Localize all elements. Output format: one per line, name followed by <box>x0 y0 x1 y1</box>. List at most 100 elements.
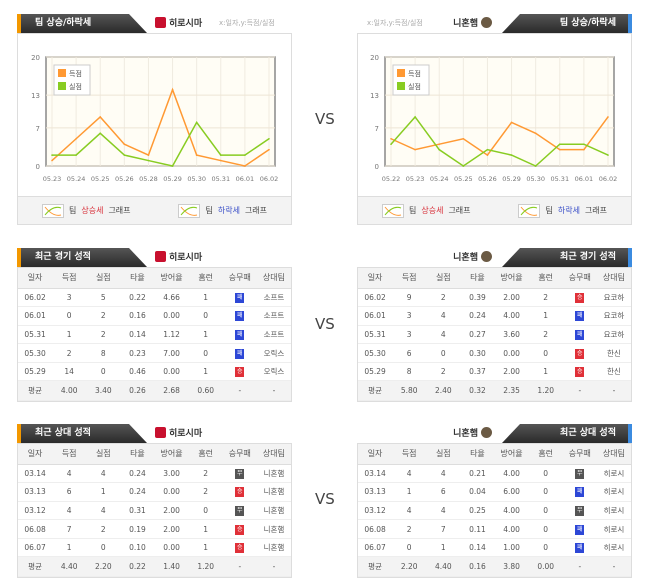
section-tab: 최근 경기 성적 <box>17 248 147 267</box>
cell: 오릭스 <box>256 343 291 363</box>
section-tab: 최근 경기 성적 <box>502 248 632 267</box>
trend-chart-panel-right: 팀 상승/하락세 니혼햄 x:일자,y:득점/실점 0 7 13 20 05.22 05.23 0… <box>357 14 632 225</box>
stats-table: 일자 득점 실점 타율 방어율 홈런 승무패 상대팀 03.14 4 4 0.21 4.00 0 무 히로시 0… <box>358 444 631 578</box>
cell: 0.24 <box>460 306 495 326</box>
cell: 4 <box>86 501 121 521</box>
data-point <box>99 132 102 135</box>
cell: 0 <box>188 501 223 521</box>
data-point <box>390 137 392 140</box>
average-cell: 0.26 <box>120 380 155 402</box>
axis-hint: x:일자,y:득점/실점 <box>219 19 275 27</box>
data-point <box>607 154 609 156</box>
x-tick-label: 05.30 <box>187 175 206 183</box>
table-row: 06.02 9 2 0.39 2.00 2 승 요코하 <box>358 288 631 308</box>
result-badge: 패 <box>235 348 245 359</box>
data-point <box>510 154 513 156</box>
data-point <box>268 148 270 151</box>
cell: 승 <box>562 288 597 308</box>
y-tick-label: 13 <box>370 92 379 100</box>
cell: 2 <box>392 519 427 539</box>
cell: 0 <box>52 306 87 326</box>
x-tick-label: 05.30 <box>526 175 545 183</box>
label-team: 팀 <box>545 206 553 215</box>
cell: 소프트 <box>256 325 291 345</box>
table-row: 03.14 4 4 0.24 3.00 2 무 니혼햄 <box>18 464 291 484</box>
average-cell: 4.40 <box>52 556 87 578</box>
cell: 2 <box>426 288 461 308</box>
cell: 승 <box>222 482 257 502</box>
cell: 14 <box>52 362 87 382</box>
cell: 1 <box>188 519 223 539</box>
graph-up-button[interactable]: 팀 상승세 그래프 <box>41 203 131 218</box>
cell: 승 <box>222 538 257 558</box>
cell: 2 <box>52 343 87 363</box>
data-point <box>462 165 465 167</box>
cell: 7 <box>52 519 87 539</box>
x-tick-label: 05.31 <box>550 175 569 183</box>
cell: 무 <box>562 464 597 484</box>
cell: 6 <box>392 343 427 363</box>
column-header: 타율 <box>460 268 495 289</box>
section-tab: 최근 상대 성적 <box>502 424 632 443</box>
average-cell: 평균 <box>18 556 53 578</box>
legend-swatch <box>58 82 66 90</box>
y-tick-label: 0 <box>375 163 379 171</box>
team-logo-icon <box>481 427 492 438</box>
cell: 히로시 <box>596 538 631 558</box>
cell: 2 <box>86 306 121 326</box>
column-header: 일자 <box>18 444 53 465</box>
cell: 오릭스 <box>256 362 291 382</box>
label-graph: 그래프 <box>448 206 471 215</box>
team-label: 니혼햄 <box>453 250 492 263</box>
result-badge: 무 <box>575 468 585 479</box>
cell: 니혼햄 <box>256 482 291 502</box>
data-point <box>51 154 53 156</box>
table-row: 03.12 4 4 0.25 4.00 0 무 히로시 <box>358 501 631 521</box>
graph-down-button[interactable]: 팀 하락세 그래프 <box>178 203 267 218</box>
cell: 2 <box>528 325 563 345</box>
cell: 06.07 <box>18 538 53 558</box>
graph-up-button[interactable]: 팀 상승세 그래프 <box>381 203 471 218</box>
cell: 05.29 <box>358 362 393 382</box>
average-cell: 평균 <box>358 380 393 402</box>
x-tick-label: 05.28 <box>139 175 158 183</box>
stats-table: 일자 득점 실점 타율 방어율 홈런 승무패 상대팀 06.02 9 2 0.39 2.00 2 승 요코하 0… <box>358 268 631 402</box>
section-tab: 팀 상승/하락세 <box>17 14 147 33</box>
section-header: 최근 경기 성적 히로시마 <box>17 248 292 267</box>
cell: 요코하 <box>596 288 631 308</box>
cell: 03.14 <box>18 464 53 484</box>
column-header: 득점 <box>52 444 87 465</box>
result-badge: 승 <box>235 487 245 498</box>
column-header: 득점 <box>392 444 427 465</box>
cell: 0 <box>392 538 427 558</box>
data-point <box>583 143 585 145</box>
average-cell: 4.00 <box>52 380 87 402</box>
graph-down-button[interactable]: 팀 하락세 그래프 <box>518 203 607 218</box>
cell: 니혼햄 <box>256 501 291 521</box>
column-header: 상대팀 <box>596 268 631 289</box>
graph-cross-icon <box>518 203 541 218</box>
cell: 0.14 <box>120 325 155 345</box>
cell: 0.00 <box>154 538 189 558</box>
series-line-scored <box>51 87 270 167</box>
cell: 1 <box>52 538 87 558</box>
cell: 니혼햄 <box>256 519 291 539</box>
cell: 06.01 <box>18 306 53 326</box>
average-cell: 3.80 <box>494 556 529 578</box>
average-row: 평균 5.80 2.40 0.32 2.35 1.20- - <box>358 380 631 402</box>
data-point <box>219 154 222 156</box>
cell: 3 <box>52 288 87 308</box>
team-logo-icon <box>155 427 166 438</box>
cell: 패 <box>562 538 597 558</box>
cell: 4 <box>426 306 461 326</box>
table-row: 05.30 6 0 0.30 0.00 0 승 한신 <box>358 343 631 363</box>
cell: 06.02 <box>18 288 53 308</box>
table-row: 06.01 3 4 0.24 4.00 1 패 요코하 <box>358 306 631 326</box>
team-name: 니혼햄 <box>453 253 478 263</box>
average-cell: - <box>596 380 631 402</box>
table-header-row: 일자 득점 실점 타율 방어율 홈런 승무패 상대팀 <box>358 268 631 289</box>
average-cell: 0.60 <box>188 380 223 402</box>
table-row: 06.08 2 7 0.11 4.00 0 패 히로시 <box>358 519 631 539</box>
column-header: 방어율 <box>154 444 189 465</box>
data-point <box>244 154 246 156</box>
